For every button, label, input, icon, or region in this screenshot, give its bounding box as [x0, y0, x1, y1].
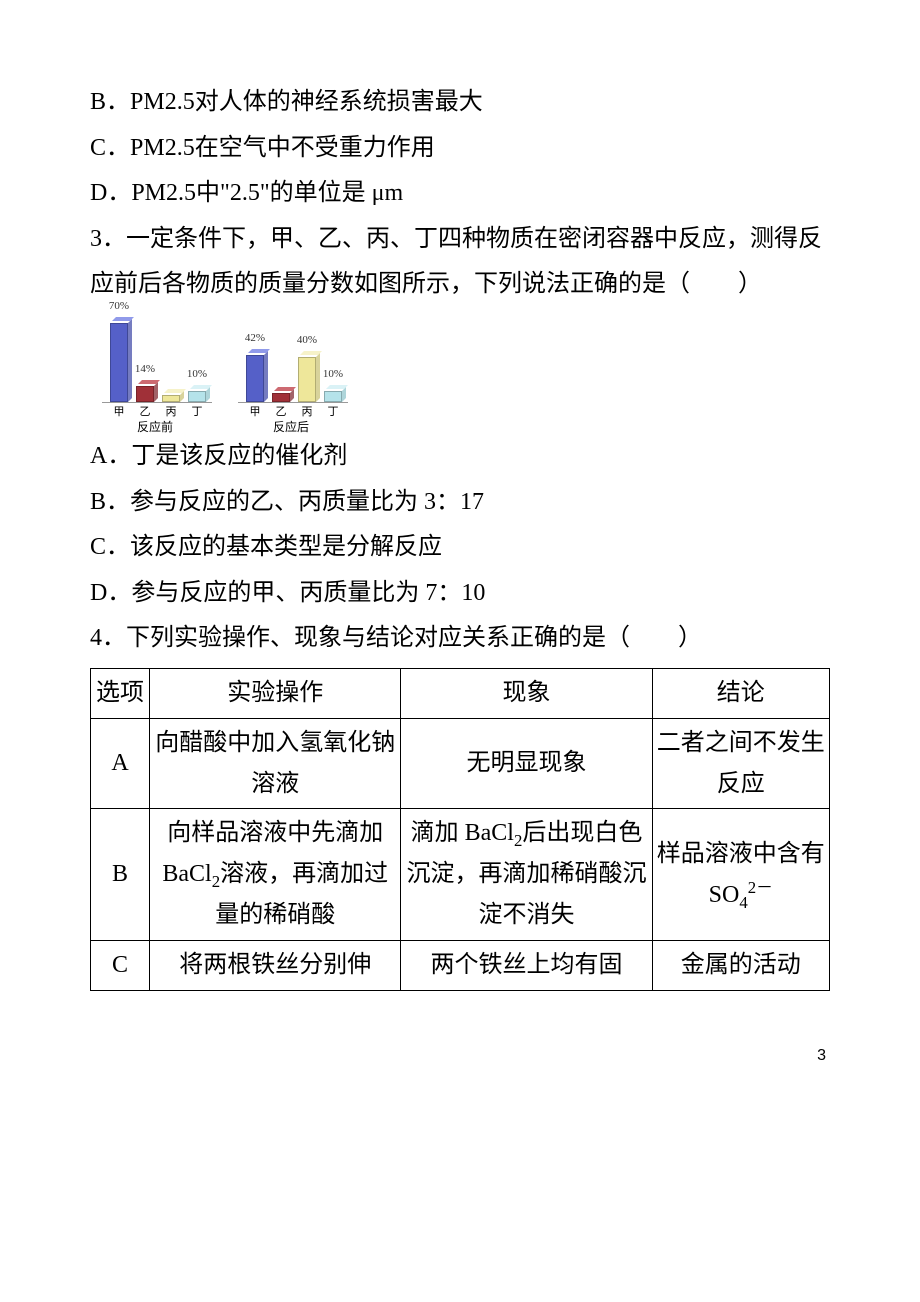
chart-before: 70%14%10% 甲乙丙丁 反应前	[90, 312, 220, 432]
table-cell: 样品溶液中含有 SO42－	[652, 809, 829, 940]
table-header-cell: 现象	[401, 668, 652, 718]
table-cell: 滴加 BaCl2后出现白色沉淀，再滴加稀硝酸沉淀不消失	[401, 809, 652, 940]
table-cell: 将两根铁丝分别伸	[150, 940, 401, 990]
table-cell: 二者之间不发生反应	[652, 718, 829, 809]
q3-option-a: A．丁是该反应的催化剂	[90, 434, 830, 480]
q4-table: 选项实验操作现象结论A向醋酸中加入氢氧化钠溶液无明显现象二者之间不发生反应B向样…	[90, 668, 830, 991]
option-d: D．PM2.5中"2.5"的单位是 μm	[90, 171, 830, 217]
chart-after-caption: 反应后	[226, 416, 356, 439]
page-number: 3	[90, 1041, 830, 1071]
table-cell: 无明显现象	[401, 718, 652, 809]
q3-chart: 70%14%10% 甲乙丙丁 反应前 42%40%10% 甲乙丙丁 反应后	[90, 312, 830, 432]
table-header-cell: 实验操作	[150, 668, 401, 718]
table-cell: 向样品溶液中先滴加 BaCl2溶液，再滴加过量的稀硝酸	[150, 809, 401, 940]
table-cell: 向醋酸中加入氢氧化钠溶液	[150, 718, 401, 809]
table-cell: B	[91, 809, 150, 940]
chart-after: 42%40%10% 甲乙丙丁 反应后	[226, 312, 356, 432]
option-b: B．PM2.5对人体的神经系统损害最大	[90, 80, 830, 126]
question-3: 3．一定条件下，甲、乙、丙、丁四种物质在密闭容器中反应，测得反应前后各物质的质量…	[90, 217, 830, 308]
option-c: C．PM2.5在空气中不受重力作用	[90, 126, 830, 172]
table-row: A向醋酸中加入氢氧化钠溶液无明显现象二者之间不发生反应	[91, 718, 830, 809]
q3-option-c: C．该反应的基本类型是分解反应	[90, 525, 830, 571]
table-row: C将两根铁丝分别伸两个铁丝上均有固金属的活动	[91, 940, 830, 990]
table-cell: A	[91, 718, 150, 809]
question-4: 4．下列实验操作、现象与结论对应关系正确的是（ ）	[90, 616, 830, 662]
q3-option-b: B．参与反应的乙、丙质量比为 3：17	[90, 480, 830, 526]
table-header-cell: 结论	[652, 668, 829, 718]
table-header-cell: 选项	[91, 668, 150, 718]
table-cell: 两个铁丝上均有固	[401, 940, 652, 990]
q3-option-d: D．参与反应的甲、丙质量比为 7：10	[90, 571, 830, 617]
table-cell: 金属的活动	[652, 940, 829, 990]
table-cell: C	[91, 940, 150, 990]
chart-before-caption: 反应前	[90, 416, 220, 439]
table-row: B向样品溶液中先滴加 BaCl2溶液，再滴加过量的稀硝酸滴加 BaCl2后出现白…	[91, 809, 830, 940]
